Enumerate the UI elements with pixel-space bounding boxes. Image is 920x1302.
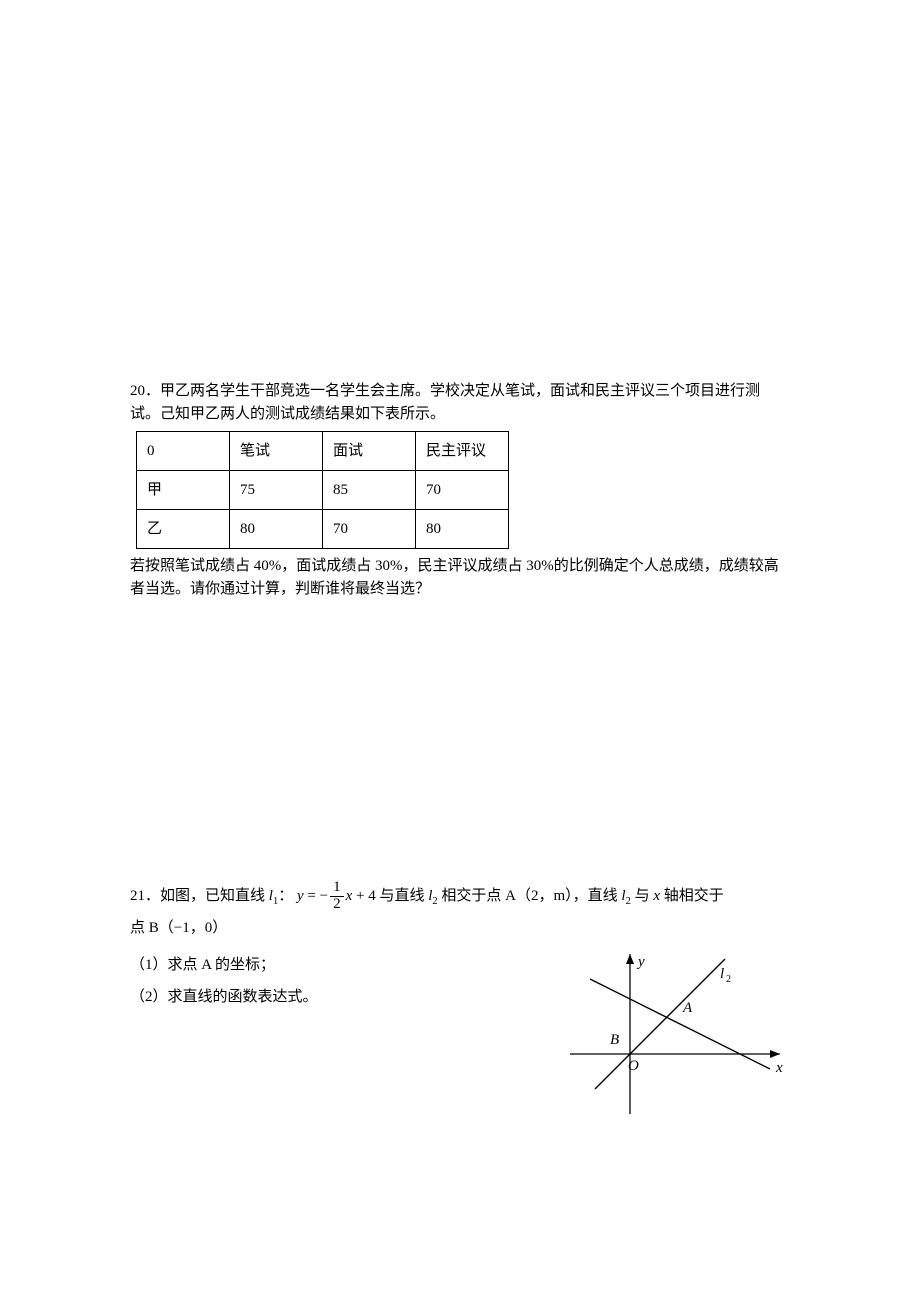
problem-21: 21．如图，已知直线 l1： y = −12x + 4 与直线 l2 相交于点 … [130, 880, 790, 1121]
q21-mid2: 相交于点 A（2，m），直线 [438, 888, 622, 904]
q20-number: 20． [130, 383, 160, 399]
row-yi-c1: 80 [230, 510, 323, 549]
q21-subtasks: （1）求点 A 的坐标； （2）求直线的函数表达式。 [130, 944, 550, 1013]
q21-sub1: （1）求点 A 的坐标； [130, 954, 550, 977]
q21-number: 21． [130, 888, 160, 904]
svg-text:A: A [682, 1000, 693, 1016]
row-jia-c2: 85 [323, 471, 416, 510]
q21-line1: 21．如图，已知直线 l1： y = −12x + 4 与直线 l2 相交于点 … [130, 880, 790, 913]
svg-text:x: x [775, 1060, 783, 1076]
q21-mid4: 轴相交于 [660, 888, 724, 904]
eq-frac-den: 2 [330, 897, 344, 913]
eq-eq: = [304, 888, 320, 904]
problem-20: 20．甲乙两名学生干部竞选一名学生会主席。学校决定从笔试，面试和民主评议三个项目… [130, 380, 790, 600]
q21-row: （1）求点 A 的坐标； （2）求直线的函数表达式。 y x O A Bl2 [130, 944, 790, 1122]
q20-text1: 甲乙两名学生干部竞选一名学生会主席。学校决定从笔试，面试和民主评议三个项目进行测… [130, 383, 760, 422]
th-blank: 0 [137, 432, 230, 471]
th-review: 民主评议 [416, 432, 509, 471]
eq-y: y [297, 888, 304, 904]
row-yi-c3: 80 [416, 510, 509, 549]
q21-mid1: 与直线 [376, 888, 429, 904]
table-row: 0 笔试 面试 民主评议 [137, 432, 509, 471]
table-row: 乙 80 70 80 [137, 510, 509, 549]
th-written: 笔试 [230, 432, 323, 471]
eq-plus4: + 4 [352, 888, 375, 904]
svg-text:O: O [628, 1058, 639, 1074]
q21-intro-pre: 如图，已知直线 [160, 888, 269, 904]
q21-mid3: 与 [631, 888, 654, 904]
th-interview: 面试 [323, 432, 416, 471]
svg-text:B: B [610, 1032, 619, 1048]
eq-frac: 12 [330, 880, 344, 913]
q21-figure: y x O A Bl2 [570, 944, 790, 1122]
table-row: 甲 75 85 70 [137, 471, 509, 510]
q21-svg: y x O A Bl2 [570, 944, 790, 1114]
q21-line2: 点 B（−1，0） [130, 917, 790, 940]
q20-para2: 若按照笔试成绩占 40%，面试成绩占 30%，民主评议成绩占 30%的比例确定个… [130, 555, 790, 600]
q20-para1: 20．甲乙两名学生干部竞选一名学生会主席。学校决定从笔试，面试和民主评议三个项目… [130, 380, 790, 425]
row-jia-c1: 75 [230, 471, 323, 510]
eq-frac-num: 1 [330, 880, 344, 897]
q21-colon: ： [278, 888, 293, 904]
q21-sub2: （2）求直线的函数表达式。 [130, 986, 550, 1009]
row-yi-label: 乙 [137, 510, 230, 549]
svg-text:2: 2 [726, 974, 731, 985]
row-jia-label: 甲 [137, 471, 230, 510]
svg-text:l: l [720, 966, 724, 982]
row-yi-c2: 70 [323, 510, 416, 549]
eq-neg: − [320, 888, 328, 904]
q20-score-table: 0 笔试 面试 民主评议 甲 75 85 70 乙 80 70 80 [136, 431, 509, 549]
svg-text:y: y [636, 954, 645, 970]
row-jia-c3: 70 [416, 471, 509, 510]
